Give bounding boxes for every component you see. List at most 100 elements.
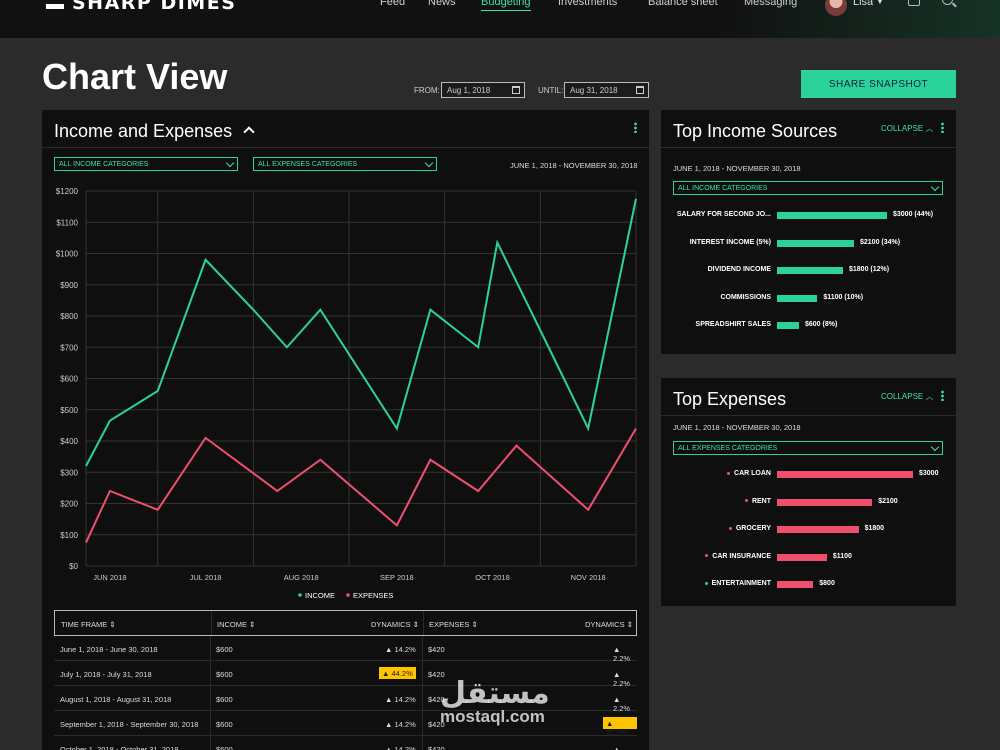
bar-value: $600 (8%) — [805, 321, 838, 328]
expenses-dynamics-cell: ▲ 2.2% — [613, 745, 621, 750]
panel-title-text: Income and Expenses — [54, 121, 233, 141]
search-icon[interactable] — [942, 0, 953, 5]
table-row[interactable]: August 1, 2018 - August 31, 2018 $600 $420… — [54, 686, 637, 713]
user-name[interactable]: Lisa — [853, 0, 874, 8]
y-tick-label: $100 — [60, 531, 78, 540]
expenses-date-range: JUNE 1, 2018 - NOVEMBER 30, 2018 — [673, 423, 801, 432]
column-divider — [210, 636, 211, 660]
time-frame-cell: September 1, 2018 - September 30, 2018 — [60, 720, 199, 729]
y-tick-label: $700 — [60, 343, 78, 352]
from-date-field[interactable]: Aug 1, 2018 — [441, 82, 525, 98]
calendar-icon[interactable] — [512, 86, 520, 94]
bar-value: $1800 — [864, 525, 885, 532]
time-frame-cell: July 1, 2018 - July 31, 2018 — [60, 670, 152, 679]
share-snapshot-button[interactable]: SHARE SNAPSHOT — [801, 70, 956, 98]
calendar-icon[interactable] — [636, 86, 644, 94]
income-expenses-chart: $0 $100 $200 $300 $400 $500 $600 $700 $800 $900 $1… — [56, 187, 637, 600]
income-category-value: ALL INCOME CATEGORIES — [59, 161, 149, 168]
y-tick-label: $500 — [60, 406, 78, 415]
panel-header: Income and Expenses — [42, 110, 649, 148]
bar — [777, 322, 799, 329]
panel-title[interactable]: Income and Expenses — [54, 121, 255, 142]
expenses-category-value: ALL EXPENSES CATEGORIES — [258, 161, 358, 168]
bell-icon[interactable] — [908, 0, 920, 6]
bar-value: $3000 — [919, 470, 939, 477]
bar-value: $800 — [819, 580, 835, 587]
x-tick-label: JUN 2018 — [93, 573, 126, 582]
header-income-dynamics[interactable]: DYNAMICS ⇕ — [371, 620, 419, 629]
expenses-cell: $420 — [428, 695, 445, 704]
time-frame-cell: October 1, 2018 - October 31, 2018 — [60, 745, 179, 750]
nav-item-budgeting[interactable]: Budgeting — [481, 0, 531, 11]
until-date-value: Aug 31, 2018 — [570, 86, 618, 95]
x-tick-label: OCT 2018 — [475, 573, 509, 582]
income-category-select[interactable]: ALL INCOME CATEGORIES — [54, 157, 238, 171]
logo[interactable]: SHARP DIMES — [42, 0, 236, 14]
y-tick-label: $800 — [60, 312, 78, 321]
bar — [777, 267, 843, 274]
series-line-expenses — [85, 427, 637, 543]
y-tick-label: $400 — [60, 437, 78, 446]
column-divider — [210, 661, 211, 685]
income-date-range: JUNE 1, 2018 - NOVEMBER 30, 2018 — [673, 164, 801, 173]
table-row[interactable]: July 1, 2018 - July 31, 2018 $600 $420 ▲ 44… — [54, 661, 637, 688]
header-expenses-dynamics[interactable]: DYNAMICS ⇕ — [585, 620, 633, 629]
until-date-field[interactable]: Aug 31, 2018 — [564, 82, 649, 98]
nav-item-balance-sheet[interactable]: Balance sheet — [648, 0, 718, 8]
top-expenses-panel: Top Expenses COLLAPSE ︿ JUNE 1, 2018 - N… — [661, 378, 956, 606]
expenses-category-select[interactable]: ALL EXPENSES CATEGORIES — [253, 157, 437, 171]
collapse-link[interactable]: COLLAPSE ︿ — [881, 124, 934, 133]
header-expenses[interactable]: EXPENSES ⇕ — [429, 620, 478, 629]
bar-value: $2100 — [878, 497, 898, 505]
chevron-up-icon[interactable] — [243, 126, 255, 138]
bar-label: SPREADSHIRT SALES — [695, 321, 771, 328]
bar-label: ENTERTAINMENT — [661, 580, 771, 587]
more-options-icon[interactable] — [941, 122, 944, 133]
bar — [777, 498, 873, 506]
header-time-frame[interactable]: TIME FRAME ⇕ — [61, 620, 116, 629]
expenses-select[interactable]: ALL EXPENSES CATEGORIES — [673, 441, 943, 455]
bar-label: INTEREST INCOME (5%) — [689, 238, 771, 246]
more-options-icon[interactable] — [941, 390, 944, 401]
bar — [777, 239, 854, 247]
nav-item-investments[interactable]: Investments — [558, 0, 618, 8]
more-options-icon[interactable] — [634, 122, 637, 133]
expenses-cell: $420 — [428, 745, 445, 750]
watermark-latin: mostaql.com — [440, 707, 545, 726]
column-divider — [422, 636, 423, 660]
header-income[interactable]: INCOME ⇕ — [217, 620, 256, 629]
x-tick-label: AUG 2018 — [284, 573, 319, 582]
expenses-cell: $420 — [428, 645, 445, 654]
nav-item-feed[interactable]: Feed — [380, 0, 406, 8]
chevron-down-icon — [930, 442, 940, 452]
table-row[interactable]: June 1, 2018 - June 30, 2018 $600 $420 ▲ 14… — [54, 636, 637, 663]
x-tick-label: SEP 2018 — [380, 573, 414, 582]
bar-label: SALARY FOR SECOND JO... — [676, 211, 771, 218]
bar — [777, 212, 887, 219]
watermark-arabic: مستقل — [440, 676, 550, 711]
bar — [777, 526, 859, 533]
chevron-down-icon — [930, 182, 940, 192]
from-date-value: Aug 1, 2018 — [447, 86, 491, 95]
top-nav: SHARP DIMES Feed News Budgeting Investme… — [0, 0, 1000, 38]
y-tick-label: $1000 — [56, 250, 79, 259]
bar — [777, 553, 827, 561]
until-label: UNTIL: — [538, 86, 564, 95]
nav-item-news[interactable]: News — [428, 0, 456, 8]
income-sources-select[interactable]: ALL INCOME CATEGORIES — [673, 181, 943, 195]
nav-item-messaging[interactable]: Messaging — [744, 0, 798, 8]
table-row[interactable]: September 1, 2018 - September 30, 2018 $6… — [54, 711, 637, 737]
y-tick-label: $0 — [69, 562, 78, 571]
expenses-dynamics-cell: ▲ 2.2% — [613, 645, 631, 663]
income-dynamics-cell: ▲ 14.2% — [385, 695, 416, 704]
bar-label: RENT — [661, 498, 771, 505]
table-row[interactable]: October 1, 2018 - October 31, 2018 $600 $4… — [54, 736, 637, 750]
bar-value: $2100 (34%) — [860, 238, 901, 246]
chevron-down-icon — [424, 158, 434, 168]
avatar[interactable] — [825, 0, 847, 16]
chevron-down-icon — [225, 158, 235, 168]
collapse-link[interactable]: COLLAPSE ︿ — [881, 392, 934, 401]
column-divider — [422, 711, 423, 735]
expenses-cell: $420 — [428, 720, 445, 729]
chevron-down-icon[interactable]: ▼ — [876, 0, 884, 6]
